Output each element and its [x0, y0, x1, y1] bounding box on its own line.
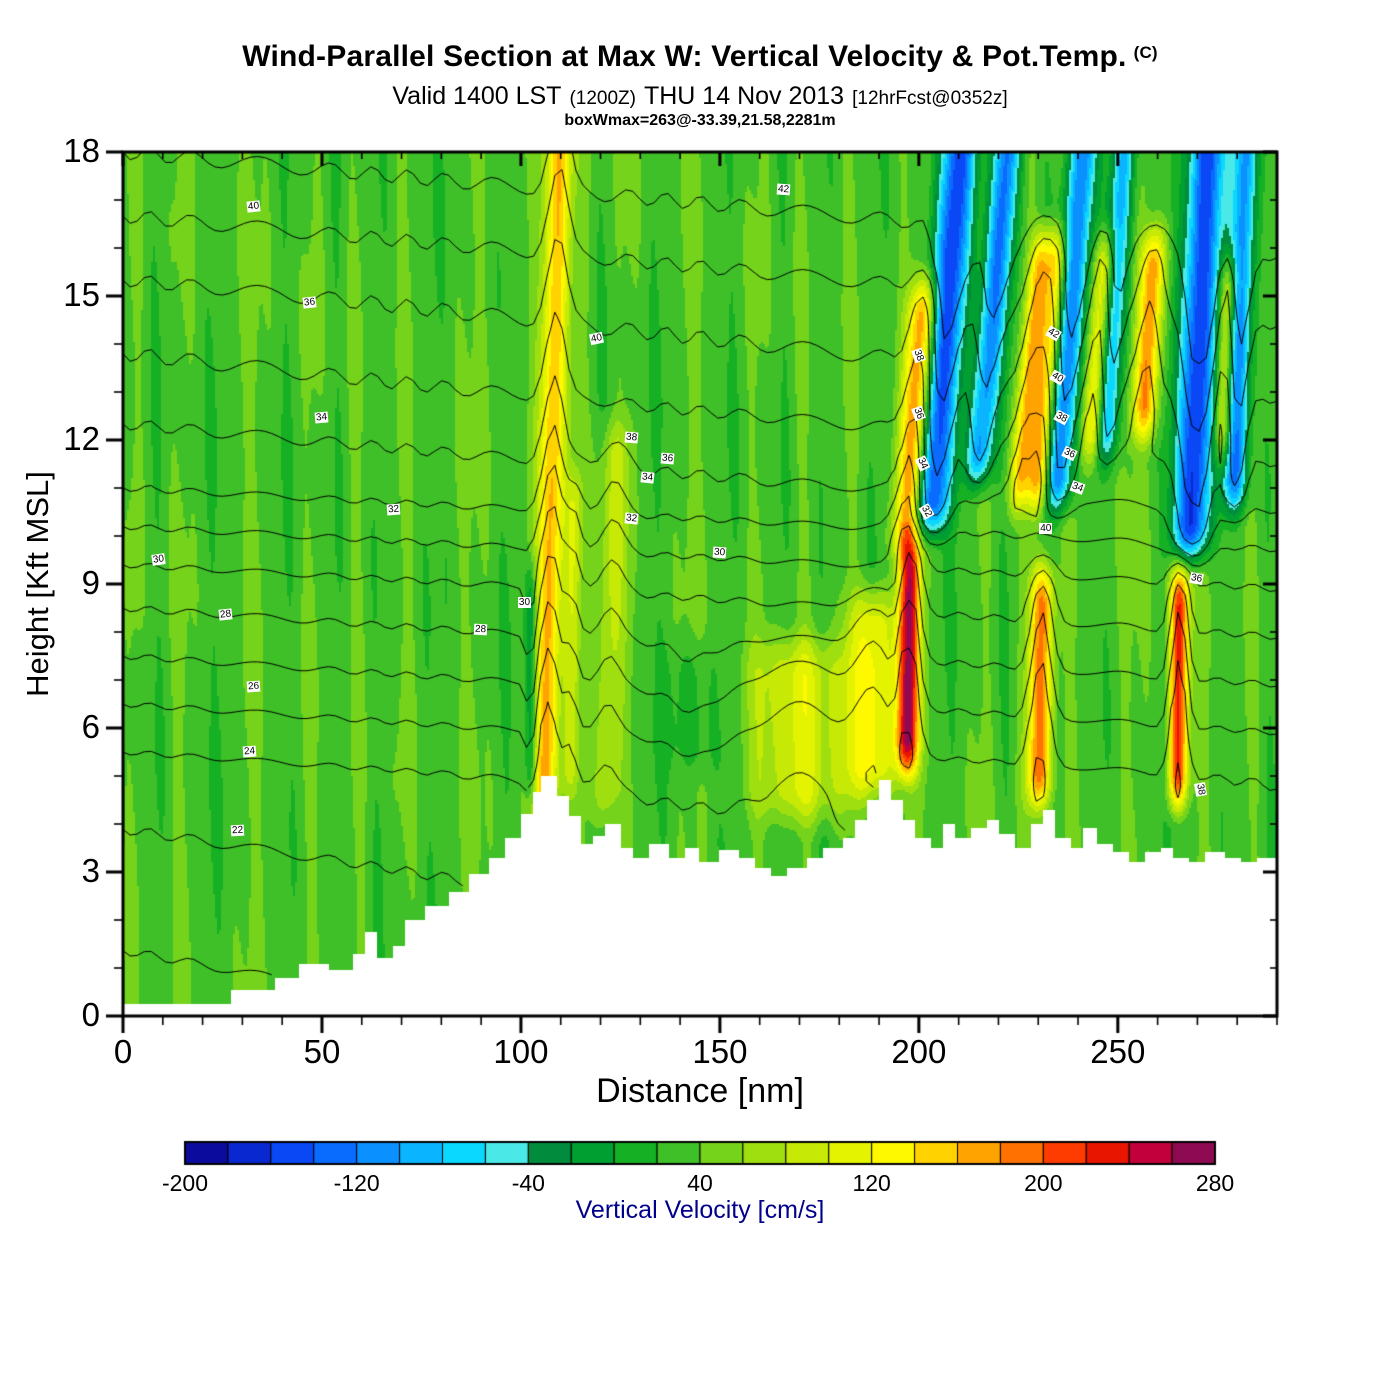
colorbar-tick-label: -120	[333, 1170, 380, 1196]
contour-label: 36	[660, 452, 675, 465]
y-tick-label: 12	[63, 420, 100, 457]
contour-label: 36	[1189, 572, 1205, 586]
contour-label: 40	[1039, 522, 1053, 534]
zulu-time-text: (1200Z)	[569, 88, 636, 109]
contour-label: 26	[246, 680, 261, 693]
colorbar-tick-label: 200	[1024, 1170, 1063, 1196]
x-tick-label: 150	[692, 1033, 748, 1070]
contour-label: 36	[302, 296, 317, 309]
contour-label: 38	[624, 431, 639, 444]
valid-date-text: THU 14 Nov 2013	[643, 82, 845, 110]
y-tick-label: 9	[81, 564, 100, 601]
contour-label: 34	[314, 411, 329, 424]
x-tick-label: 200	[891, 1033, 947, 1070]
wmax-note: boxWmax=263@-33.39,21.58,2281m	[564, 112, 836, 129]
contour-label: 22	[231, 824, 245, 837]
x-tick-label: 250	[1090, 1033, 1146, 1070]
x-tick-label: 100	[493, 1033, 549, 1070]
valid-time-text: Valid 1400 LST	[392, 82, 562, 110]
contour-label: 30	[712, 546, 727, 559]
contour-label: 42	[776, 183, 791, 196]
contour-label: 28	[218, 608, 234, 621]
colorbar-tick-label: 280	[1195, 1170, 1235, 1196]
contour-label: 32	[386, 503, 401, 516]
y-tick-label: 18	[63, 132, 100, 169]
y-tick-label: 15	[63, 276, 100, 313]
colorbar-tick-label: 40	[687, 1170, 713, 1196]
chart-subtitle: Valid 1400 LST (1200Z) THU 14 Nov 2013 [12h…	[0, 82, 1400, 111]
colorbar-title: Vertical Velocity [cm/s]	[575, 1196, 825, 1224]
chart-title-text: Wind-Parallel Section at Max W: Vertical…	[242, 40, 1127, 73]
y-tick-label: 6	[81, 708, 100, 745]
chart-title-unit: (C)	[1133, 43, 1158, 62]
contour-label: 34	[640, 471, 655, 485]
x-tick-label: 50	[303, 1033, 341, 1070]
contour-label: 32	[624, 512, 640, 525]
contour-label: 40	[246, 200, 261, 213]
y-tick-label: 3	[81, 852, 100, 889]
colorbar-tick-label: -200	[161, 1170, 209, 1196]
x-axis-label: Distance [nm]	[596, 1072, 804, 1110]
contour-label: 30	[151, 553, 166, 566]
forecast-info-text: [12hrFcst@0352z]	[852, 88, 1008, 109]
contour-label: 28	[473, 623, 488, 635]
y-tick-label: 0	[81, 996, 100, 1033]
x-tick-label: 0	[113, 1033, 133, 1070]
contour-label: 30	[517, 597, 532, 609]
contour-label: 24	[242, 745, 257, 758]
chart-title: Wind-Parallel Section at Max W: Vertical…	[0, 40, 1400, 74]
colorbar-tick-label: 120	[852, 1170, 891, 1196]
colorbar-tick-label: -40	[511, 1170, 545, 1196]
